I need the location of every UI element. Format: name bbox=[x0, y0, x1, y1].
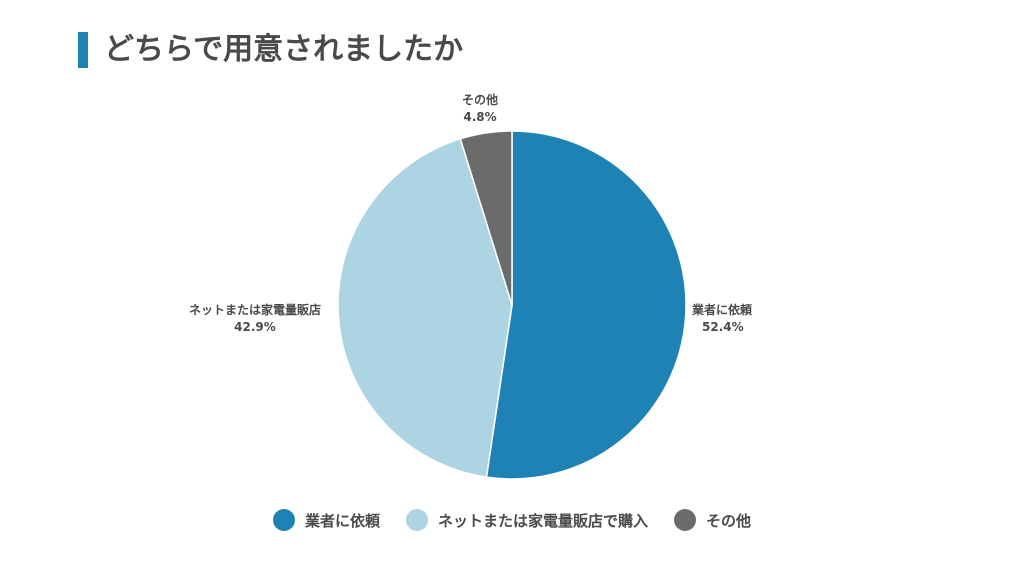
legend-label-other: その他 bbox=[706, 511, 752, 530]
slice-value-other: 4.8% bbox=[463, 110, 496, 124]
slice-label-gyosha: 業者に依頼 bbox=[691, 302, 753, 317]
legend-label-gyosha: 業者に依頼 bbox=[304, 511, 380, 530]
slice-label-net: ネットまたは家電量販店 bbox=[189, 302, 321, 317]
legend-item-gyosha: 業者に依頼 bbox=[272, 509, 380, 531]
slice-label-other: その他 bbox=[462, 92, 498, 107]
slice-value-net: 42.9% bbox=[234, 320, 276, 334]
pie-slice-gyosha bbox=[485, 130, 687, 480]
pie-slice-net bbox=[337, 137, 513, 478]
page-title: どちらで用意されましたか bbox=[104, 32, 464, 67]
legend-label-net: ネットまたは家電量販店で購入 bbox=[437, 511, 648, 530]
pie-slice-other bbox=[459, 130, 513, 306]
legend-item-other: その他 bbox=[674, 509, 751, 531]
legend-swatch-net bbox=[405, 509, 428, 531]
slice-value-gyosha: 52.4% bbox=[702, 320, 744, 334]
title-accent-bar bbox=[78, 32, 88, 68]
legend-swatch-gyosha bbox=[272, 509, 295, 531]
legend-swatch-other bbox=[674, 509, 696, 531]
legend-item-net: ネットまたは家電量販店で購入 bbox=[405, 509, 648, 531]
chart-legend: 業者に依頼 ネットまたは家電量販店で購入 その他 bbox=[0, 505, 1024, 535]
